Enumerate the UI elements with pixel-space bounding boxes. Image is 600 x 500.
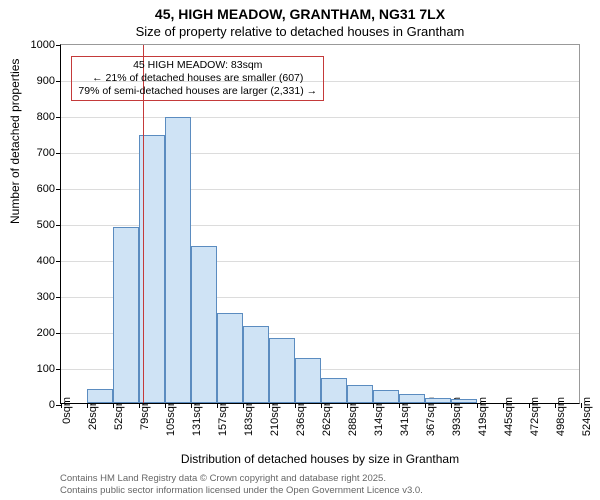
- ytick-label: 0: [23, 399, 55, 411]
- y-axis-label: Number of detached properties: [8, 59, 22, 224]
- histogram-bar: [165, 117, 190, 403]
- chart-title-line1: 45, HIGH MEADOW, GRANTHAM, NG31 7LX: [0, 6, 600, 22]
- ytick-mark: [56, 81, 61, 82]
- annotation-line: 79% of semi-detached houses are larger (…: [78, 85, 317, 98]
- xtick-label: 0sqm: [61, 397, 73, 424]
- ytick-label: 700: [23, 147, 55, 159]
- footer-line: Contains public sector information licen…: [60, 485, 423, 496]
- ytick-mark: [56, 117, 61, 118]
- chart-container: 45, HIGH MEADOW, GRANTHAM, NG31 7LX Size…: [0, 0, 600, 500]
- x-axis-label: Distribution of detached houses by size …: [60, 452, 580, 466]
- ytick-mark: [56, 45, 61, 46]
- ytick-label: 200: [23, 327, 55, 339]
- xtick-label: 419sqm: [477, 397, 489, 436]
- annotation-line: 45 HIGH MEADOW: 83sqm: [78, 59, 317, 72]
- footer-line: Contains HM Land Registry data © Crown c…: [60, 473, 423, 484]
- ytick-mark: [56, 189, 61, 190]
- xtick-label: 498sqm: [555, 397, 567, 436]
- chart-title-line2: Size of property relative to detached ho…: [0, 24, 600, 39]
- ytick-label: 800: [23, 111, 55, 123]
- histogram-bar: [87, 389, 112, 403]
- ytick-mark: [56, 153, 61, 154]
- histogram-bar: [269, 338, 294, 403]
- xtick-label: 524sqm: [581, 397, 593, 436]
- annotation-line: ← 21% of detached houses are smaller (60…: [78, 72, 317, 85]
- plot-area: 010020030040050060070080090010000sqm26sq…: [60, 44, 580, 404]
- footer-text: Contains HM Land Registry data © Crown c…: [60, 473, 423, 496]
- histogram-bar: [217, 313, 242, 403]
- ytick-mark: [56, 261, 61, 262]
- histogram-bar: [191, 246, 216, 403]
- ytick-label: 600: [23, 183, 55, 195]
- histogram-bar: [113, 227, 138, 403]
- histogram-bar: [243, 326, 268, 403]
- ytick-mark: [56, 369, 61, 370]
- ytick-label: 100: [23, 363, 55, 375]
- annotation-box: 45 HIGH MEADOW: 83sqm ← 21% of detached …: [71, 56, 324, 101]
- ytick-mark: [56, 297, 61, 298]
- histogram-bar: [373, 390, 398, 403]
- ytick-label: 400: [23, 255, 55, 267]
- ytick-label: 1000: [23, 39, 55, 51]
- ytick-mark: [56, 333, 61, 334]
- gridline: [61, 117, 579, 118]
- histogram-bar: [425, 398, 450, 403]
- ytick-label: 300: [23, 291, 55, 303]
- xtick-label: 445sqm: [503, 397, 515, 436]
- ytick-label: 500: [23, 219, 55, 231]
- histogram-bar: [295, 358, 320, 403]
- ytick-label: 900: [23, 75, 55, 87]
- xtick-label: 472sqm: [529, 397, 541, 436]
- histogram-bar: [451, 399, 476, 403]
- ytick-mark: [56, 225, 61, 226]
- histogram-bar: [399, 394, 424, 403]
- histogram-bar: [347, 385, 372, 403]
- histogram-bar: [321, 378, 346, 403]
